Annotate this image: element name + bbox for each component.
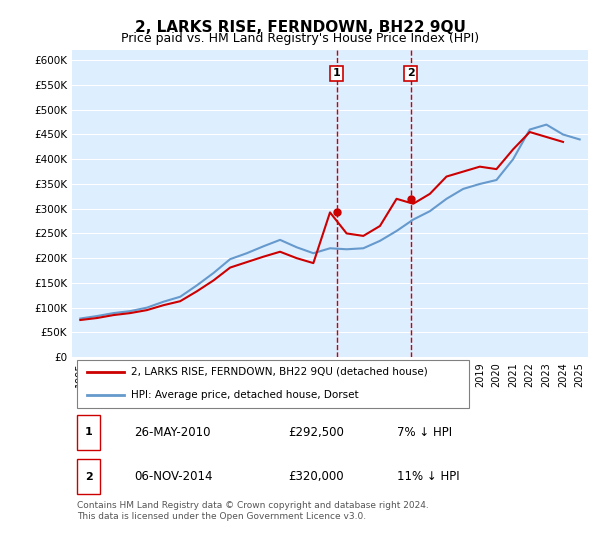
Text: 2: 2	[407, 68, 415, 78]
Text: 26-MAY-2010: 26-MAY-2010	[134, 426, 211, 439]
Text: £320,000: £320,000	[289, 470, 344, 483]
Text: 06-NOV-2014: 06-NOV-2014	[134, 470, 212, 483]
Text: Contains HM Land Registry data © Crown copyright and database right 2024.
This d: Contains HM Land Registry data © Crown c…	[77, 501, 429, 521]
Text: 7% ↓ HPI: 7% ↓ HPI	[397, 426, 452, 439]
Text: 2, LARKS RISE, FERNDOWN, BH22 9QU: 2, LARKS RISE, FERNDOWN, BH22 9QU	[134, 20, 466, 35]
Text: £292,500: £292,500	[289, 426, 344, 439]
Text: Price paid vs. HM Land Registry's House Price Index (HPI): Price paid vs. HM Land Registry's House …	[121, 32, 479, 45]
Text: 11% ↓ HPI: 11% ↓ HPI	[397, 470, 460, 483]
Text: 1: 1	[85, 427, 93, 437]
Bar	[77, 360, 469, 408]
Text: 2, LARKS RISE, FERNDOWN, BH22 9QU (detached house): 2, LARKS RISE, FERNDOWN, BH22 9QU (detac…	[131, 367, 428, 377]
Bar	[77, 414, 100, 450]
Bar	[77, 459, 100, 494]
Text: 2: 2	[85, 472, 93, 482]
Text: 1: 1	[333, 68, 341, 78]
Text: HPI: Average price, detached house, Dorset: HPI: Average price, detached house, Dors…	[131, 390, 359, 400]
